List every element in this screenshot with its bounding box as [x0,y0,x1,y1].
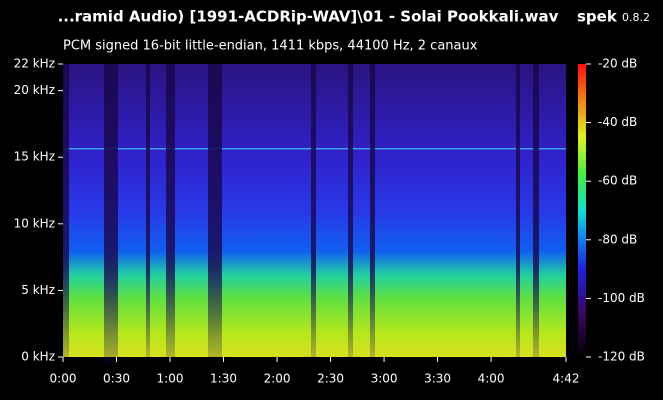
spectrogram [63,64,566,364]
color-bar-label: -20 dB [598,57,637,71]
x-tick-label: 2:30 [317,372,344,386]
color-bar-label: -60 dB [598,174,637,188]
subtitle: PCM signed 16-bit little-endian, 1411 kb… [63,39,478,54]
spectrogram-streak [311,64,316,357]
x-tick-label: 4:42 [553,372,580,386]
spectrogram-streak [208,64,222,357]
x-tick-label: 0:00 [50,372,77,386]
spectrogram-streak [348,64,353,357]
x-tick-label: 1:30 [210,372,237,386]
spectrogram-streak [533,64,539,357]
file-title: ...ramid Audio) [1991-ACDRip-WAV]\01 - S… [58,8,559,26]
x-tick-label: 3:30 [424,372,451,386]
spectrogram-streak [63,64,69,357]
color-bar-label: -40 dB [598,115,637,129]
color-bar-label: -120 dB [598,350,645,364]
spectrogram-streak [516,64,520,357]
app-name: spek [577,8,618,26]
x-tick-label: 3:00 [371,372,398,386]
x-tick-label: 1:00 [157,372,184,386]
x-tick-label: 2:00 [264,372,291,386]
spectrogram-streak [146,64,150,357]
color-bar [578,64,586,357]
app-version: 0.8.2 [622,11,650,24]
spectrogram-streak [104,64,118,364]
y-tick-label: 20 kHz [14,83,55,97]
y-tick-label: 10 kHz [14,216,55,230]
x-tick-label: 0:30 [103,372,130,386]
y-tick-label: 5 kHz [21,283,55,297]
y-tick-label: 15 kHz [14,150,55,164]
color-bar-label: -100 dB [598,291,645,305]
color-bar-label: -80 dB [598,232,637,246]
x-tick-label: 4:00 [478,372,505,386]
spectrogram-streak [370,64,375,357]
spectrogram-streak [166,64,175,357]
y-tick-label: 0 kHz [21,350,55,364]
y-tick-label: 22 kHz [14,57,55,71]
